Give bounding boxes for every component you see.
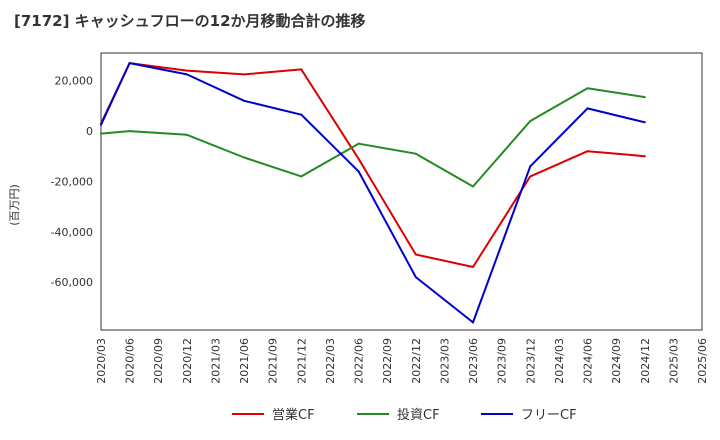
data-point (243, 99, 246, 102)
x-tick-label: 2023/09 (496, 338, 509, 384)
x-tick-label: 2024/12 (639, 338, 652, 384)
data-point (300, 175, 303, 178)
axes-layer (100, 52, 703, 331)
data-point (414, 152, 417, 155)
x-tick-label: 2025/03 (667, 338, 680, 384)
data-point (472, 185, 475, 188)
y-tick-label: 0 (86, 125, 93, 138)
x-tick-label: 2024/03 (553, 338, 566, 384)
chart-title: [7172] キャッシュフローの12か月移動合計の推移 (14, 12, 366, 30)
y-tick-label: -60,000 (51, 276, 93, 289)
data-point (414, 276, 417, 279)
data-point (185, 69, 188, 72)
data-point (357, 170, 360, 173)
x-tick-label: 2022/03 (324, 338, 337, 384)
x-tick-label: 2022/12 (410, 338, 423, 384)
x-tick-label: 2020/09 (152, 338, 165, 384)
x-tick-label: 2023/03 (438, 338, 451, 384)
data-point (128, 62, 131, 65)
data-point (100, 132, 102, 135)
data-point (185, 133, 188, 136)
data-point (128, 130, 131, 133)
x-tick-label: 2025/06 (696, 338, 709, 384)
data-point (472, 321, 475, 324)
data-point (643, 155, 646, 158)
data-point (643, 121, 646, 124)
data-point (300, 68, 303, 71)
x-tick-label: 2023/12 (524, 338, 537, 384)
data-point (100, 123, 102, 126)
x-tick-label: 2020/12 (181, 338, 194, 384)
legend-label: 営業CF (272, 407, 315, 423)
plot-area (100, 52, 703, 331)
data-point (586, 87, 589, 90)
labels-layer: 20,000 0 -20,000 -40,000 -60,000 2020/03 2020/… (8, 75, 709, 384)
legend: 営業CF 投資CF フリーCF (232, 407, 577, 423)
x-tick-label: 2021/09 (267, 338, 280, 384)
x-tick-label: 2021/12 (295, 338, 308, 384)
y-tick-label: -40,000 (51, 226, 93, 239)
data-point (586, 150, 589, 153)
data-point (243, 156, 246, 159)
x-tick-label: 2022/06 (353, 338, 366, 384)
data-point (414, 253, 417, 256)
legend-label: 投資CF (397, 407, 440, 423)
y-tick-label: -20,000 (51, 175, 93, 188)
legend-label: フリーCF (521, 408, 577, 423)
y-tick-label: 20,000 (55, 75, 94, 88)
data-point (586, 107, 589, 110)
x-tick-label: 2020/06 (124, 338, 137, 384)
data-point (357, 142, 360, 145)
x-tick-label: 2024/06 (582, 338, 595, 384)
data-point (643, 96, 646, 99)
data-point (243, 73, 246, 76)
data-point (529, 119, 532, 122)
x-tick-label: 2020/03 (95, 338, 108, 384)
data-point (300, 113, 303, 116)
data-point (185, 73, 188, 76)
x-tick-label: 2021/06 (238, 338, 251, 384)
data-point (529, 175, 532, 178)
data-point (472, 266, 475, 269)
x-tick-label: 2022/09 (381, 338, 394, 384)
series-layer (100, 62, 646, 324)
x-tick-label: 2021/03 (209, 338, 222, 384)
x-tick-label: 2023/06 (467, 338, 480, 384)
data-point (529, 165, 532, 168)
x-tick-label: 2024/09 (610, 338, 623, 384)
y-axis-title: (百万円) (8, 184, 21, 226)
data-point (357, 157, 360, 160)
